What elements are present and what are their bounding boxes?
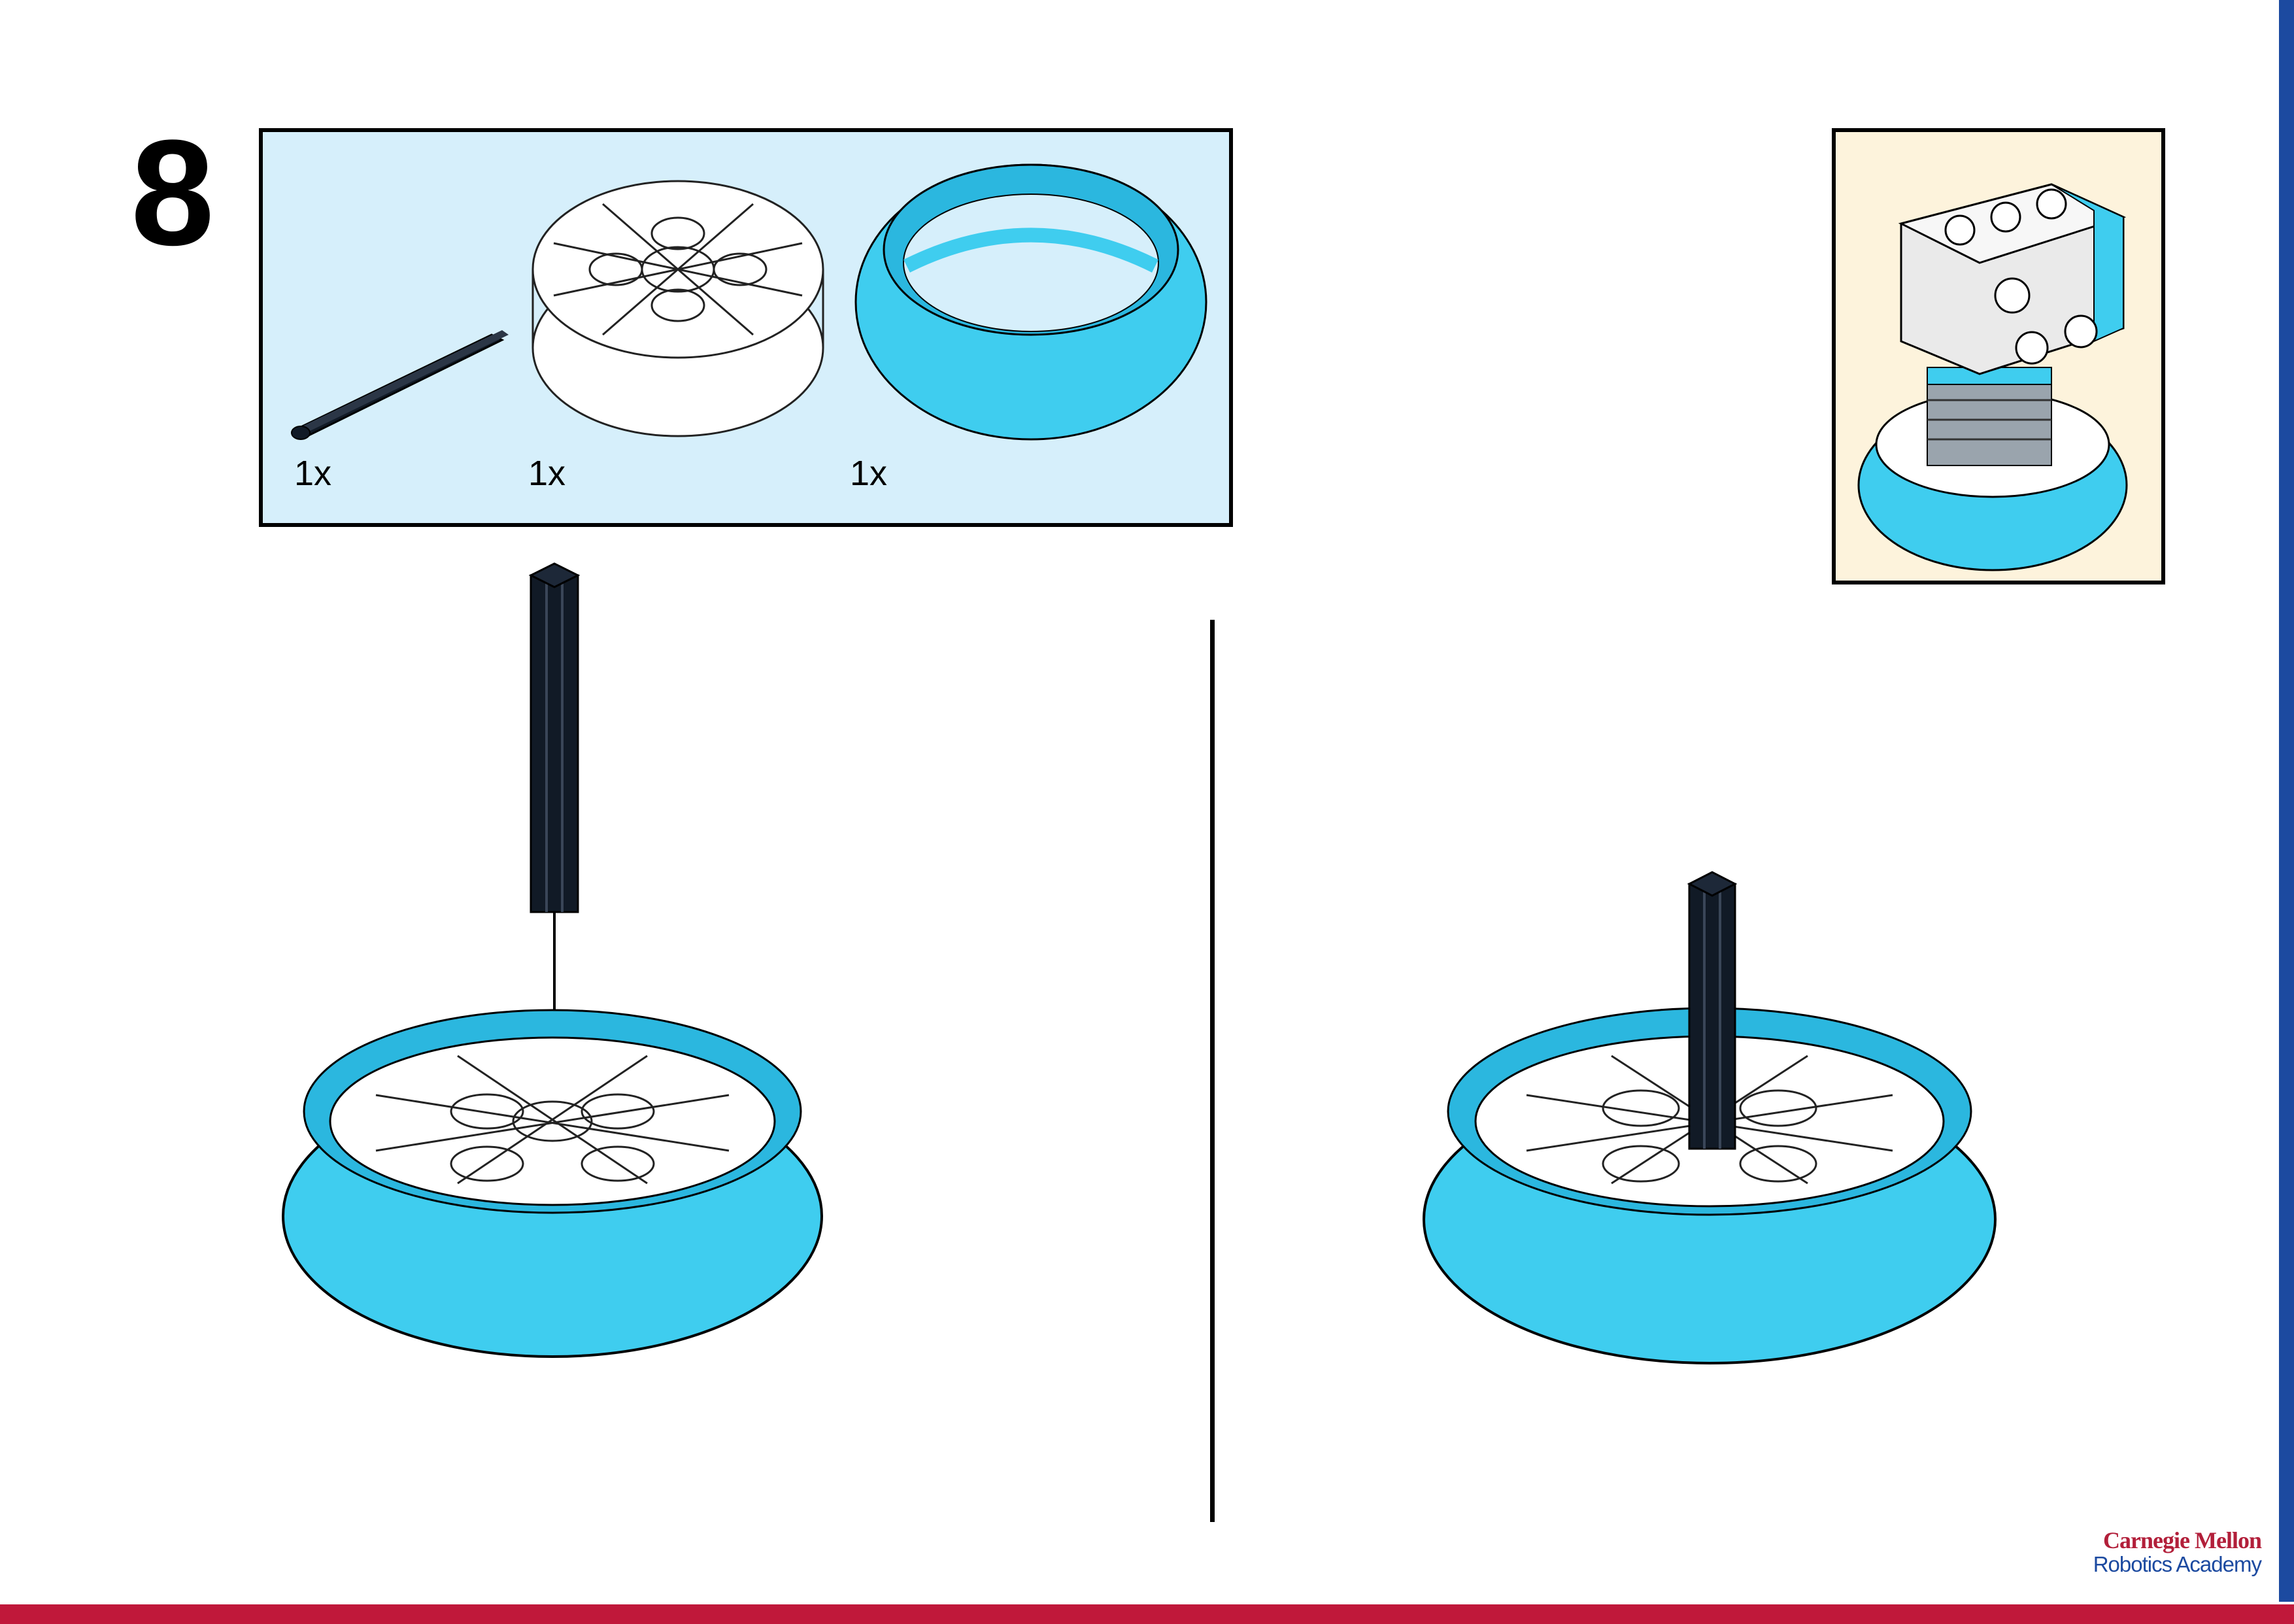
axle-insert-icon	[528, 562, 581, 913]
axle-quantity: 1x	[294, 454, 332, 493]
tire-part-icon	[854, 163, 1207, 441]
bottom-brand-band	[0, 1604, 2294, 1624]
motor-wheel-preview-icon	[1857, 183, 2128, 571]
hub-quantity: 1x	[528, 454, 566, 493]
inserted-axle-icon	[1687, 871, 1738, 1150]
logo-line1: Carnegie Mellon	[2103, 1527, 2262, 1553]
right-brand-stripe	[2279, 0, 2294, 1602]
wheel-before-icon	[282, 1009, 823, 1358]
assembly-preview-callout	[1832, 128, 2165, 584]
tire-quantity: 1x	[850, 454, 888, 493]
axle-part-icon	[291, 330, 509, 440]
logo-line2: Robotics Academy	[2093, 1552, 2262, 1576]
parts-list-illustrations	[291, 163, 1207, 441]
cmu-robotics-academy-logo: Carnegie Mellon Robotics Academy	[2093, 1527, 2262, 1576]
wheel-hub-part-icon	[531, 180, 824, 437]
step-number: 8	[131, 109, 214, 277]
parts-list-panel: 1x 1x 1x	[259, 128, 1233, 527]
step-divider	[1210, 620, 1215, 1522]
